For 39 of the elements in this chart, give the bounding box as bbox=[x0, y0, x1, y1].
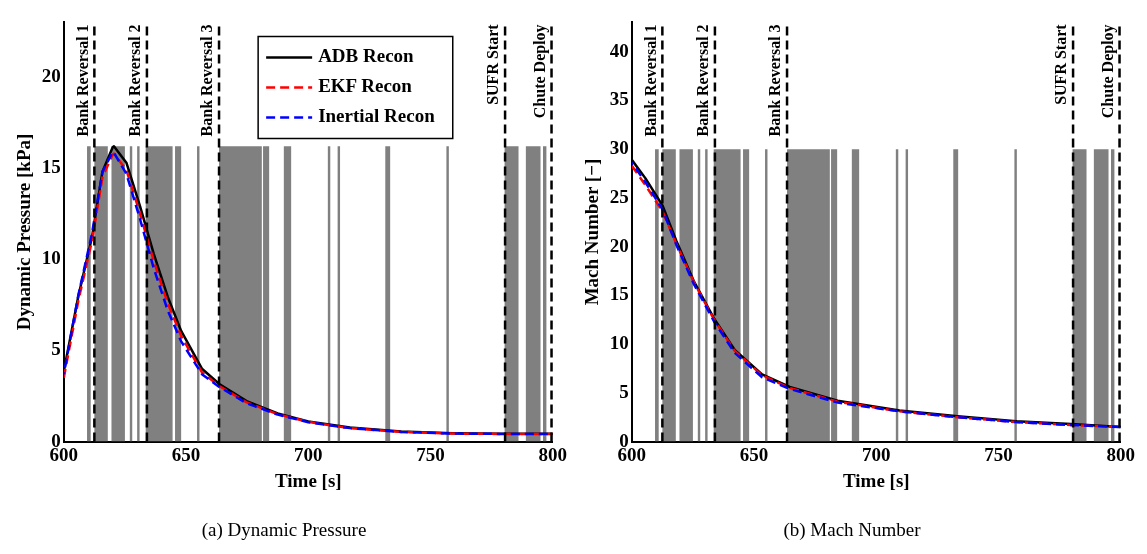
y-tick-label: 40 bbox=[609, 39, 629, 61]
ref-line-label: Bank Reversal 3 bbox=[766, 24, 784, 137]
x-tick-label: 650 bbox=[171, 443, 201, 465]
x-tick-label: 700 bbox=[294, 443, 323, 465]
y-tick-label: 10 bbox=[41, 247, 61, 269]
y-tick-label: 20 bbox=[609, 234, 629, 256]
y-tick-label: 5 bbox=[51, 338, 61, 360]
x-tick-label: 750 bbox=[416, 443, 445, 465]
ref-line-label: Bank Reversal 1 bbox=[73, 24, 91, 137]
ref-line-label: Bank Reversal 2 bbox=[126, 24, 144, 137]
x-tick-label: 800 bbox=[538, 443, 567, 465]
y-tick-label: 35 bbox=[609, 88, 629, 110]
x-tick-label: 700 bbox=[862, 443, 891, 465]
x-tick-label: 800 bbox=[1106, 443, 1135, 465]
text: (b) Mach Number bbox=[783, 518, 922, 541]
ref-line-label: SUFR Start bbox=[484, 23, 502, 105]
y-tick-label: 15 bbox=[609, 283, 629, 305]
y-tick-label: 10 bbox=[609, 332, 629, 354]
ref-line-label: SUFR Start bbox=[1052, 23, 1070, 105]
legend-label: Inertial Recon bbox=[318, 105, 436, 127]
legend-label: ADB Recon bbox=[318, 45, 415, 67]
y-axis-title: Dynamic Pressure [kPa] bbox=[13, 133, 35, 331]
x-tick-label: 650 bbox=[739, 443, 769, 465]
ref-line-label: Bank Reversal 2 bbox=[694, 24, 712, 137]
x-axis-title: Time [s] bbox=[842, 469, 910, 491]
legend-label: EKF Recon bbox=[318, 75, 413, 97]
y-axis-title: Mach Number [−] bbox=[581, 158, 603, 306]
y-tick-label: 20 bbox=[41, 64, 61, 86]
y-tick-label: 25 bbox=[609, 185, 629, 207]
y-tick-label: 30 bbox=[609, 137, 629, 159]
ref-line-label: Chute Deploy bbox=[530, 24, 549, 119]
y-tick-label: 15 bbox=[41, 156, 61, 178]
ref-line-label: Chute Deploy bbox=[1098, 24, 1117, 119]
y-tick-label: 5 bbox=[619, 380, 629, 402]
ref-line-label: Bank Reversal 3 bbox=[198, 24, 216, 137]
x-tick-label: 750 bbox=[984, 443, 1013, 465]
x-axis-title: Time [s] bbox=[274, 469, 342, 491]
text: (a) Dynamic Pressure bbox=[201, 518, 367, 541]
ref-line-label: Bank Reversal 1 bbox=[641, 24, 659, 137]
